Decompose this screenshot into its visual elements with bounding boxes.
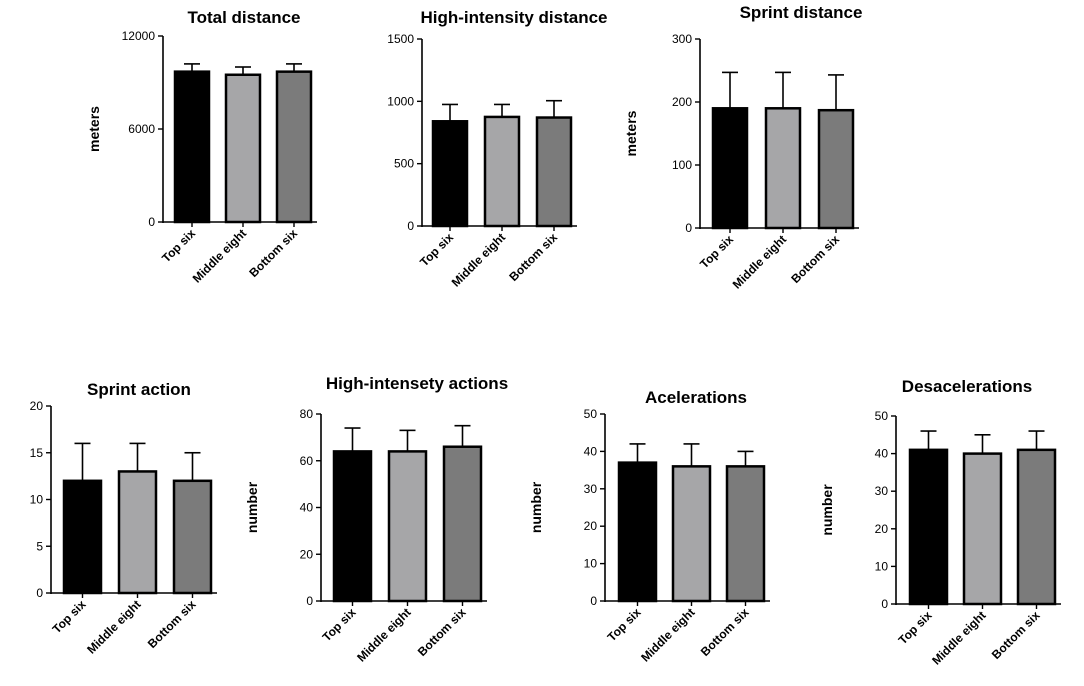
y-tick-label: 100: [672, 158, 692, 172]
y-tick-label: 20: [584, 519, 598, 533]
x-tick-label: Middle eight: [190, 226, 249, 285]
x-tick-label: Middle eight: [929, 608, 988, 667]
y-tick-label: 50: [584, 407, 598, 421]
chart-panel-5: High-intensety actions number 0 20 40 60 80 Top…: [244, 374, 508, 665]
y-tick-label: 12000: [122, 29, 156, 43]
y-tick-label: 60: [300, 454, 314, 468]
y-tick-label: 80: [300, 407, 314, 421]
x-tick-label: Top six: [697, 232, 736, 271]
x-tick-label: Bottom six: [788, 232, 842, 286]
bar: [483, 115, 521, 228]
chart-panel-2: High-intensity distance 0 500 1000 1500 Top s…: [387, 8, 607, 290]
bar: [431, 120, 469, 228]
x-tick-label: Top six: [896, 608, 935, 647]
chart-title: Total distance: [187, 8, 300, 27]
y-tick-label: 0: [148, 215, 155, 229]
bar: [817, 108, 855, 230]
chart-title: Desacelerations: [902, 377, 1032, 396]
bar: [711, 107, 749, 230]
y-tick-label: 0: [407, 219, 414, 233]
y-tick-label: 0: [685, 221, 692, 235]
bar: [332, 450, 373, 603]
chart-panel-1: Total distance meters 0 6000 12000 Top sixMid…: [86, 8, 317, 286]
chart-panel-7: Desacelerations number 0 10 20 30 40 50 Top sixM…: [819, 377, 1061, 668]
x-tick-label: Top six: [605, 605, 644, 644]
bar: [117, 470, 158, 595]
bar: [1016, 448, 1057, 606]
y-tick-label: 30: [875, 484, 889, 498]
bar: [224, 73, 262, 224]
x-tick-label: Bottom six: [506, 230, 560, 284]
x-tick-label: Top six: [159, 226, 198, 265]
bar: [173, 70, 211, 224]
y-axis-label: meters: [86, 106, 102, 152]
y-tick-label: 10: [584, 557, 598, 571]
chart-title: High-intensety actions: [326, 374, 508, 393]
y-tick-label: 6000: [128, 122, 155, 136]
x-tick-label: Middle eight: [354, 605, 413, 664]
y-tick-label: 0: [881, 597, 888, 611]
bar: [442, 445, 483, 603]
y-tick-label: 0: [590, 594, 597, 608]
x-tick-label: Top six: [320, 605, 359, 644]
x-tick-label: Middle eight: [638, 605, 697, 664]
bar: [725, 465, 766, 603]
x-tick-label: Bottom six: [989, 608, 1043, 662]
y-tick-label: 40: [300, 501, 314, 515]
x-tick-label: Bottom six: [246, 226, 300, 280]
x-tick-label: Top six: [50, 597, 89, 636]
y-axis-label: meters: [623, 110, 639, 156]
x-tick-label: Bottom six: [415, 605, 469, 659]
y-tick-label: 0: [306, 594, 313, 608]
y-tick-label: 10: [875, 559, 889, 573]
y-tick-label: 20: [875, 522, 889, 536]
y-tick-label: 300: [672, 32, 692, 46]
y-tick-label: 20: [300, 547, 314, 561]
y-axis-label: number: [244, 481, 260, 533]
bar: [535, 116, 573, 228]
y-tick-label: 0: [36, 586, 43, 600]
bar: [764, 107, 802, 230]
chart-title: Sprint action: [87, 380, 191, 399]
bar: [275, 70, 313, 224]
bar: [172, 479, 213, 595]
y-axis-label: number: [819, 484, 835, 536]
bar: [62, 479, 103, 595]
chart-panel-3: Sprint distance meters 0 100 200 300 Top sixMi…: [623, 3, 862, 292]
x-tick-label: Middle eight: [84, 597, 143, 656]
y-tick-label: 1500: [387, 32, 414, 46]
bar: [671, 465, 712, 603]
chart-title: High-intensity distance: [420, 8, 607, 27]
bar: [387, 450, 428, 603]
chart-panel-6: Acelerations number 0 10 20 30 40 50 Top sixMidd…: [528, 388, 770, 665]
bar: [908, 448, 949, 606]
y-axis-label: number: [528, 481, 544, 533]
bar: [962, 452, 1003, 606]
chart-title: Sprint distance: [740, 3, 863, 22]
y-tick-label: 1000: [387, 94, 414, 108]
y-tick-label: 30: [584, 482, 598, 496]
y-tick-label: 20: [30, 399, 44, 413]
y-tick-label: 50: [875, 409, 889, 423]
y-tick-label: 500: [394, 157, 414, 171]
y-tick-label: 5: [36, 539, 43, 553]
x-tick-label: Middle eight: [730, 232, 789, 291]
x-tick-label: Middle eight: [449, 230, 508, 289]
chart-panel-4: Sprint actionnumber05101520Top sixMiddle…: [30, 380, 217, 657]
bar: [617, 461, 658, 603]
y-tick-label: 10: [30, 493, 44, 507]
x-tick-label: Bottom six: [698, 605, 752, 659]
x-tick-label: Bottom six: [145, 597, 199, 651]
y-tick-label: 40: [584, 444, 598, 458]
chart-title: Acelerations: [645, 388, 747, 407]
y-tick-label: 15: [30, 446, 44, 460]
x-tick-label: Top six: [417, 230, 456, 269]
y-tick-label: 40: [875, 447, 889, 461]
y-tick-label: 200: [672, 95, 692, 109]
